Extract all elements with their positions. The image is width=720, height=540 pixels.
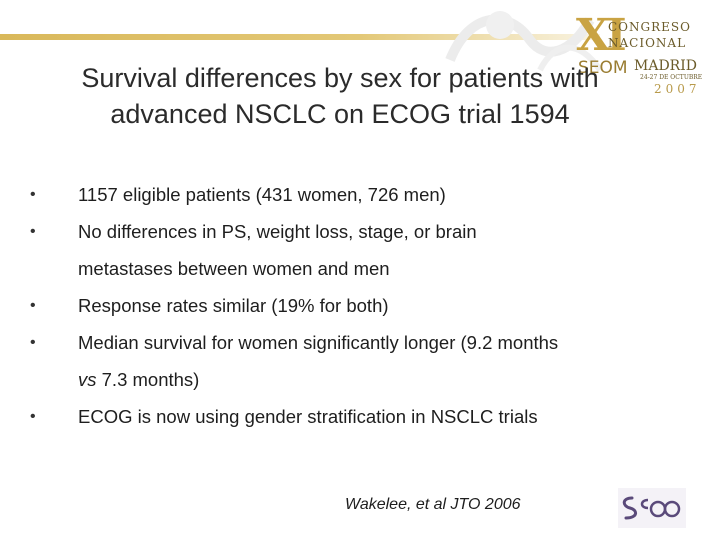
bullet-list: • 1157 eligible patients (431 women, 726… [30,176,670,435]
bullet-marker: • [30,408,36,425]
logo-numeral: XI [576,10,627,61]
bullet-gender-stratification: • ECOG is now using gender stratificatio… [30,398,670,435]
congress-logo: XI CONGRESO NACIONAL SEOM MADRID 24-27 D… [576,14,716,98]
bullet-response-rates: • Response rates similar (19% for both) [30,287,670,324]
logo-city-text: MADRID [634,58,697,74]
bullet-text: 1157 eligible patients (431 women, 726 m… [78,184,446,205]
title-line-1: Survival differences by sex for patients… [81,63,599,93]
watermark-graphic [445,11,603,72]
header-band [0,34,600,40]
bullet-text: Response rates similar (19% for both) [78,295,389,316]
bullet-marker: • [30,334,36,351]
bullet-vs-text: vs [78,369,97,390]
bullet-marker: • [30,223,36,240]
logo-dates-text: 24-27 DE OCTUBRE [640,74,703,81]
title-line-2: advanced NSCLC on ECOG trial 1594 [110,99,570,129]
bullet-text-line-1: No differences in PS, weight loss, stage… [78,221,477,242]
bullet-eligible-patients: • 1157 eligible patients (431 women, 726… [30,176,670,213]
bullet-median-survival: • Median survival for women significantl… [30,324,670,398]
bullet-text: ECOG is now using gender stratification … [78,406,538,427]
bullet-marker: • [30,297,36,314]
bullet-marker: • [30,186,36,203]
logo-nacional-text: NACIONAL [608,36,687,50]
seom-logo-icon [618,488,686,528]
bullet-text-line-2: 7.3 months) [96,369,200,390]
slide-title: Survival differences by sex for patients… [40,60,640,132]
logo-year-text: 2007 [654,82,701,96]
logo-congreso-text: CONGRESO [608,20,691,34]
logo-seom-text: SEOM [578,58,628,78]
bullet-text-line-2: metastases between women and men [78,258,390,279]
citation: Wakelee, et al JTO 2006 [345,496,521,513]
bullet-no-differences: • No differences in PS, weight loss, sta… [30,213,670,287]
bullet-text-line-1: Median survival for women significantly … [78,332,559,353]
